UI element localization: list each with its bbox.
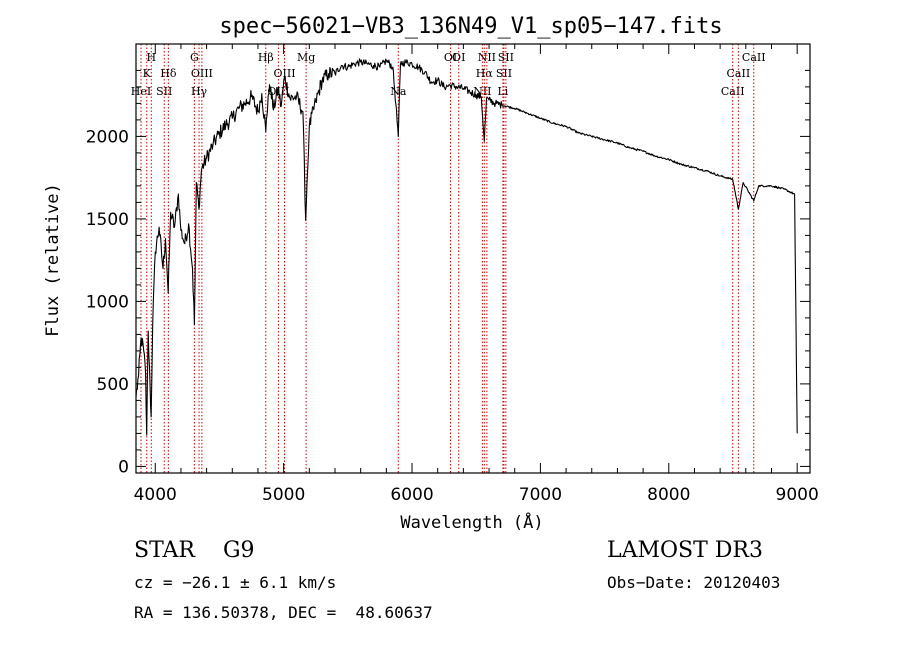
flux-series-line: [135, 58, 798, 436]
line-marker-label: OI: [444, 51, 457, 64]
line-marker-label: CaII: [742, 51, 766, 64]
y-tick-label: 1000: [86, 292, 129, 312]
line-marker-label: K: [143, 67, 152, 80]
y-tick-label: 1500: [86, 210, 129, 230]
line-marker-label: Hδ: [160, 67, 177, 80]
x-tick-label: 9000: [776, 485, 819, 505]
x-tick-label: 5000: [262, 485, 305, 505]
line-marker-label: G: [190, 51, 199, 64]
y-axis-label: Flux (relative): [43, 183, 63, 337]
x-axis: 4000 5000 6000 7000 8000 9000: [134, 44, 819, 505]
redshift-label: cz = −26.1 ± 6.1 km/s: [134, 573, 337, 592]
line-marker-label: Mg: [297, 51, 315, 64]
line-marker-label: H: [146, 51, 156, 64]
line-marker-label: Hα: [476, 67, 494, 80]
line-marker-label: Na: [390, 85, 407, 98]
x-tick-label: 4000: [134, 485, 177, 505]
chart-title: spec−56021−VB3_136N49_V1_sp05−147.fits: [219, 14, 722, 39]
line-marker-label: OIII: [274, 67, 296, 80]
x-axis-label: Wavelength (Å): [400, 511, 543, 533]
y-axis: 0 500 1000 1500 2000: [86, 69, 810, 477]
x-tick-label: 8000: [647, 485, 690, 505]
line-marker-label: Li: [497, 85, 508, 98]
y-tick-label: 500: [97, 375, 129, 395]
x-tick-label: 7000: [519, 485, 562, 505]
line-marker-label: Hβ: [258, 51, 274, 64]
object-class-label: STAR G9: [134, 538, 255, 563]
line-marker-label: NII: [478, 51, 496, 64]
plot-frame: [135, 43, 811, 474]
survey-label: LAMOST DR3: [607, 538, 763, 563]
x-tick-label: 6000: [390, 485, 433, 505]
line-marker-label: SII: [498, 51, 514, 64]
y-tick-label: 0: [118, 457, 129, 477]
line-marker-label: CaII: [727, 67, 751, 80]
line-marker-label: OIII: [191, 67, 213, 80]
ra-dec-label: RA = 136.50378, DEC = 48.60637: [134, 603, 433, 622]
line-marker-label: CaII: [721, 85, 745, 98]
line-marker-label: HeI: [131, 85, 151, 98]
y-tick-label: 2000: [86, 127, 129, 147]
line-marker-label: SII: [496, 67, 512, 80]
line-marker-label: Hγ: [191, 85, 208, 98]
line-markers: HeIKHSIIHδGHγOIIIHβOIIIOIIIMgNaOIOINIIHα…: [131, 44, 766, 473]
line-marker-label: SII: [156, 85, 172, 98]
line-marker-label: OI: [452, 51, 465, 64]
obs-date-label: Obs−Date: 20120403: [607, 573, 781, 592]
